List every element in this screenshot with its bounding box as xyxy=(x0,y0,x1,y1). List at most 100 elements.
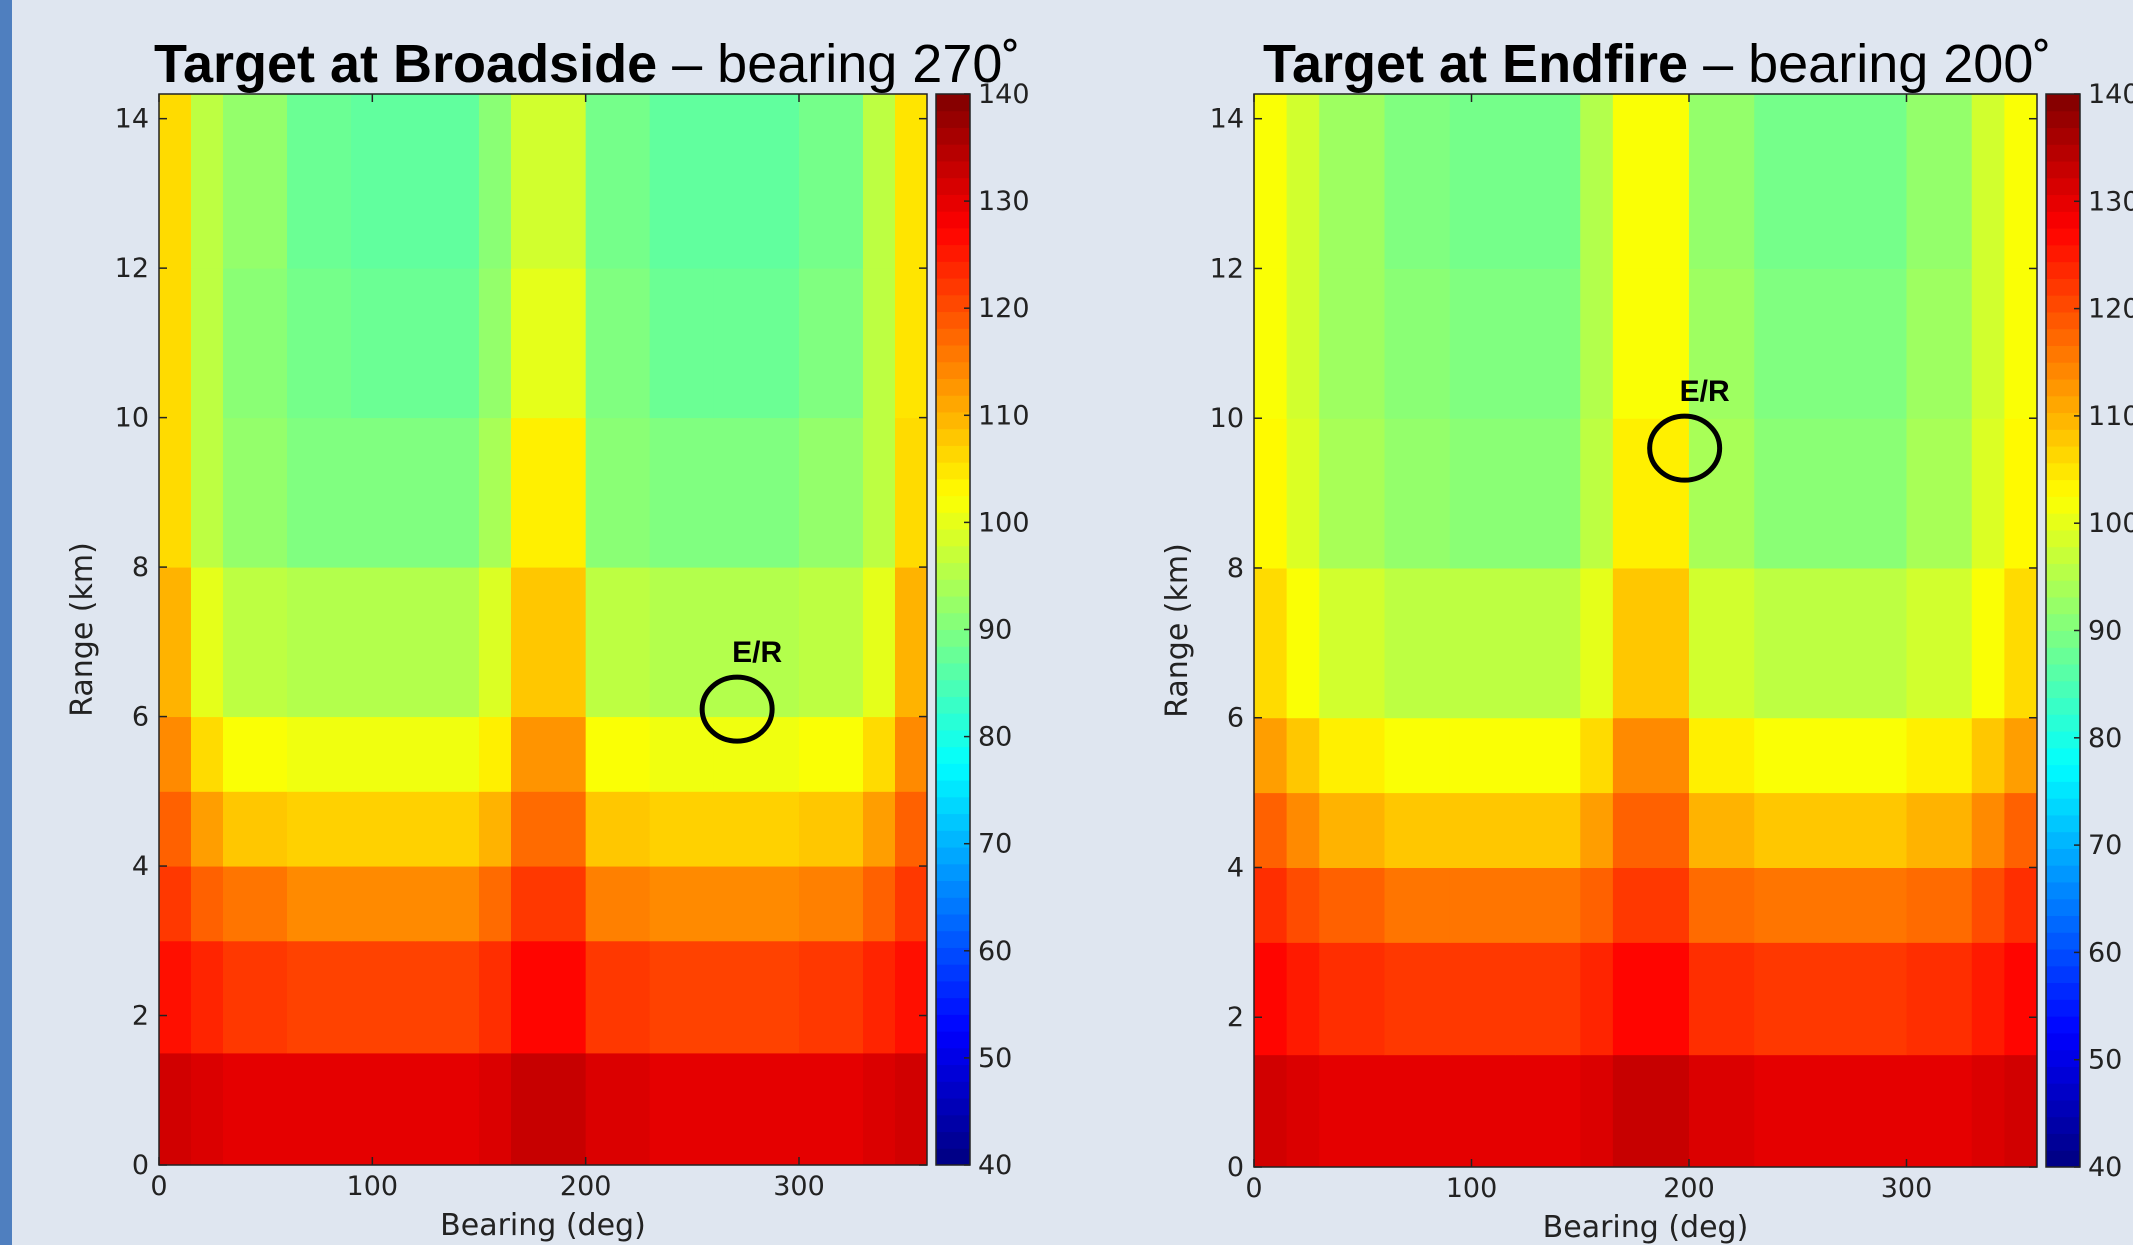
heatmap-cell xyxy=(1319,717,1385,794)
heatmap-cell xyxy=(1384,717,1451,794)
heatmap-cell xyxy=(1384,792,1451,868)
heatmap-cell xyxy=(1449,792,1516,868)
y-tick-label: 14 xyxy=(115,104,149,135)
heatmap-cell xyxy=(1580,567,1614,719)
heatmap-cell xyxy=(1906,867,1973,943)
heatmap-cell xyxy=(1286,94,1320,269)
colorbar-tick-label: 40 xyxy=(2088,1152,2122,1183)
heatmap-cell xyxy=(649,417,715,568)
heatmap-cell xyxy=(895,716,928,792)
heatmap-cell xyxy=(863,1052,896,1166)
colorbar-segment xyxy=(936,462,970,480)
heatmap-cell xyxy=(1689,942,1755,1056)
colorbar-tick-label: 110 xyxy=(2088,401,2133,432)
left-border xyxy=(0,0,12,1245)
heatmap-cell xyxy=(287,94,352,269)
colorbar-segment xyxy=(2046,714,2080,732)
heatmap-cell xyxy=(1689,792,1755,868)
heatmap-cell xyxy=(479,94,512,269)
heatmap-cell xyxy=(511,791,587,867)
colorbar-segment xyxy=(2046,345,2080,363)
chart-title-bold: Target at Broadside xyxy=(154,34,657,94)
heatmap-cell xyxy=(1971,867,2005,943)
annotation-circle xyxy=(699,674,775,744)
heatmap-cell xyxy=(191,567,224,718)
colorbar-segment xyxy=(936,813,970,831)
heatmap-cell xyxy=(863,567,896,718)
heatmap-cell xyxy=(351,1052,416,1166)
heatmap-cell xyxy=(585,417,651,568)
heatmap-cell xyxy=(1384,1054,1451,1168)
heatmap-cell xyxy=(1906,418,1973,569)
y-tick-label: 0 xyxy=(1227,1152,1244,1183)
heatmap-cell xyxy=(1580,418,1614,569)
colorbar-tick-label: 60 xyxy=(978,936,1012,967)
heatmap-cell xyxy=(1689,717,1755,794)
heatmap-cell xyxy=(1754,94,1820,269)
heatmap-cell xyxy=(1384,418,1451,569)
heatmap-cell xyxy=(511,940,587,1054)
heatmap-cell xyxy=(895,417,928,568)
heatmap-cell xyxy=(1754,1054,1820,1168)
heatmap-cell xyxy=(863,791,896,867)
heatmap-cell xyxy=(1580,94,1614,269)
colorbar-segment xyxy=(936,110,970,128)
colorbar-segment xyxy=(2046,244,2080,263)
heatmap-cell xyxy=(1515,792,1581,868)
heatmap-cell xyxy=(863,866,896,942)
heatmap-cell xyxy=(1515,567,1581,719)
y-tick-label: 4 xyxy=(1227,852,1244,883)
colorbar-segment xyxy=(936,177,970,195)
heatmap-cell xyxy=(1906,268,1973,419)
heatmap-cell xyxy=(1819,942,1907,1056)
colorbar-tick-label: 70 xyxy=(2088,830,2122,861)
heatmap-cell xyxy=(649,940,715,1054)
colorbar-segment xyxy=(936,629,970,647)
colorbar-segment xyxy=(2046,965,2080,984)
heatmap-cell xyxy=(1319,94,1385,269)
heatmap-cell xyxy=(159,866,192,942)
heatmap-cell xyxy=(1819,792,1907,868)
x-tick-label: 200 xyxy=(1663,1173,1715,1204)
heatmap-cell xyxy=(1515,942,1581,1056)
colorbar-segment xyxy=(2046,630,2080,648)
colorbar-segment xyxy=(936,713,970,731)
colorbar-segment xyxy=(2046,865,2080,883)
x-tick-label: 100 xyxy=(347,1171,399,1202)
colorbar-tick-label: 130 xyxy=(2088,186,2133,217)
heatmap-cell xyxy=(1319,867,1385,943)
heatmap-cell xyxy=(287,567,352,718)
colorbar-segment xyxy=(936,445,970,463)
y-tick-label: 6 xyxy=(132,702,149,733)
colorbar-tick-label: 110 xyxy=(978,400,1030,431)
colorbar-segment xyxy=(2046,1066,2080,1084)
y-axis-label: Range (km) xyxy=(1160,543,1195,718)
heatmap-cell xyxy=(1319,942,1385,1056)
colorbar-segment xyxy=(2046,127,2080,145)
heatmap-cell xyxy=(1449,1054,1516,1168)
colorbar-segment xyxy=(936,345,970,363)
x-tick-label: 0 xyxy=(1245,1173,1262,1204)
heatmap-cell xyxy=(895,268,928,419)
colorbar-tick-label: 60 xyxy=(2088,937,2122,968)
colorbar-segment xyxy=(2046,831,2080,849)
colorbar-segment xyxy=(936,328,970,346)
heatmap-cell xyxy=(649,791,715,867)
heatmap-cell xyxy=(191,94,224,269)
heatmap-cell xyxy=(585,567,651,718)
heatmap-cell xyxy=(1971,942,2005,1056)
heatmap-cell xyxy=(1754,792,1820,868)
heatmap-cell xyxy=(799,716,864,792)
colorbar-segment xyxy=(936,194,970,212)
heatmap-cell xyxy=(1754,567,1820,719)
heatmap-cell xyxy=(1819,717,1907,794)
heatmap-cell xyxy=(1515,717,1581,794)
colorbar-segment xyxy=(2046,1099,2080,1118)
heatmap-cell xyxy=(159,567,192,718)
colorbar-segment xyxy=(936,746,970,764)
heatmap-cell xyxy=(2004,268,2038,419)
colorbar-segment xyxy=(2046,680,2080,699)
heatmap-cell xyxy=(1286,418,1320,569)
colorbar-segment xyxy=(2046,496,2080,514)
colorbar-segment xyxy=(936,1148,970,1166)
